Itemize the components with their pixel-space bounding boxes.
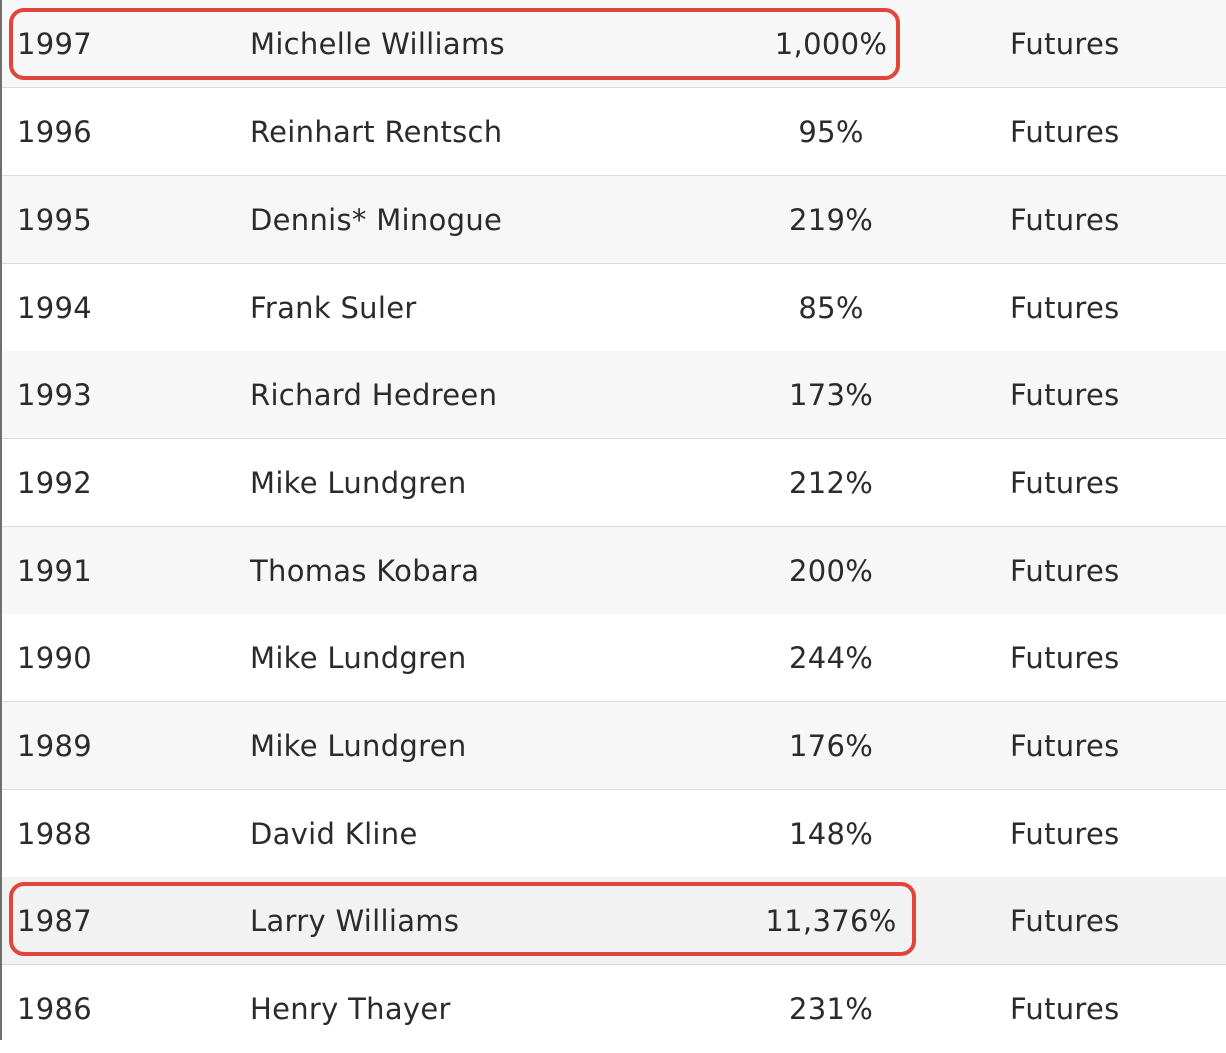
trader-name-cell: Dennis* Minogue — [250, 203, 503, 237]
trader-name-cell: David Kline — [250, 817, 418, 851]
year-cell: 1992 — [17, 466, 93, 500]
year-cell: 1987 — [17, 904, 93, 938]
trader-name-cell: Henry Thayer — [250, 992, 451, 1026]
table-row: 1992 Mike Lundgren 212% Futures — [2, 439, 1226, 527]
trader-name-cell: Reinhart Rentsch — [250, 115, 503, 149]
category-cell: Futures — [1010, 554, 1120, 588]
return-cell: 1,000% — [774, 27, 888, 61]
year-cell: 1989 — [17, 729, 93, 763]
return-cell: 244% — [788, 641, 874, 675]
table-row: 1991 Thomas Kobara 200% Futures — [2, 527, 1226, 615]
table-row: 1995 Dennis* Minogue 219% Futures — [2, 176, 1226, 264]
year-cell: 1995 — [17, 203, 93, 237]
category-cell: Futures — [1010, 904, 1120, 938]
category-cell: Futures — [1010, 291, 1120, 325]
table-row: 1993 Richard Hedreen 173% Futures — [2, 351, 1226, 439]
category-cell: Futures — [1010, 466, 1120, 500]
year-cell: 1991 — [17, 554, 93, 588]
table-row: 1988 David Kline 148% Futures — [2, 790, 1226, 878]
year-cell: 1986 — [17, 992, 93, 1026]
category-cell: Futures — [1010, 27, 1120, 61]
year-cell: 1990 — [17, 641, 93, 675]
category-cell: Futures — [1010, 378, 1120, 412]
category-cell: Futures — [1010, 729, 1120, 763]
category-cell: Futures — [1010, 992, 1120, 1026]
trader-name-cell: Richard Hedreen — [250, 378, 498, 412]
trader-name-cell: Mike Lundgren — [250, 729, 467, 763]
return-cell: 231% — [788, 992, 874, 1026]
table-row: 1990 Mike Lundgren 244% Futures — [2, 614, 1226, 702]
year-cell: 1994 — [17, 291, 93, 325]
year-cell: 1997 — [17, 27, 93, 61]
table-row: 1986 Henry Thayer 231% Futures — [2, 965, 1226, 1053]
table-row: 1987 Larry Williams 11,376% Futures — [2, 877, 1226, 965]
category-cell: Futures — [1010, 203, 1120, 237]
return-cell: 212% — [788, 466, 874, 500]
return-cell: 219% — [788, 203, 874, 237]
trader-name-cell: Frank Suler — [250, 291, 417, 325]
trader-name-cell: Thomas Kobara — [250, 554, 480, 588]
return-cell: 148% — [788, 817, 874, 851]
trader-name-cell: Larry Williams — [250, 904, 460, 938]
return-cell: 85% — [798, 291, 864, 325]
return-cell: 173% — [788, 378, 874, 412]
return-cell: 176% — [788, 729, 874, 763]
table-row: 1989 Mike Lundgren 176% Futures — [2, 702, 1226, 790]
return-cell: 11,376% — [765, 904, 897, 938]
year-cell: 1993 — [17, 378, 93, 412]
table-row: 1996 Reinhart Rentsch 95% Futures — [2, 88, 1226, 176]
return-cell: 95% — [798, 115, 864, 149]
category-cell: Futures — [1010, 115, 1120, 149]
trader-name-cell: Mike Lundgren — [250, 641, 467, 675]
return-cell: 200% — [788, 554, 874, 588]
table-row: 1994 Frank Suler 85% Futures — [2, 264, 1226, 352]
trader-name-cell: Michelle Williams — [250, 27, 505, 61]
trader-name-cell: Mike Lundgren — [250, 466, 467, 500]
year-cell: 1988 — [17, 817, 93, 851]
category-cell: Futures — [1010, 817, 1120, 851]
category-cell: Futures — [1010, 641, 1120, 675]
table-row: 1997 Michelle Williams 1,000% Futures — [2, 0, 1226, 88]
year-cell: 1996 — [17, 115, 93, 149]
